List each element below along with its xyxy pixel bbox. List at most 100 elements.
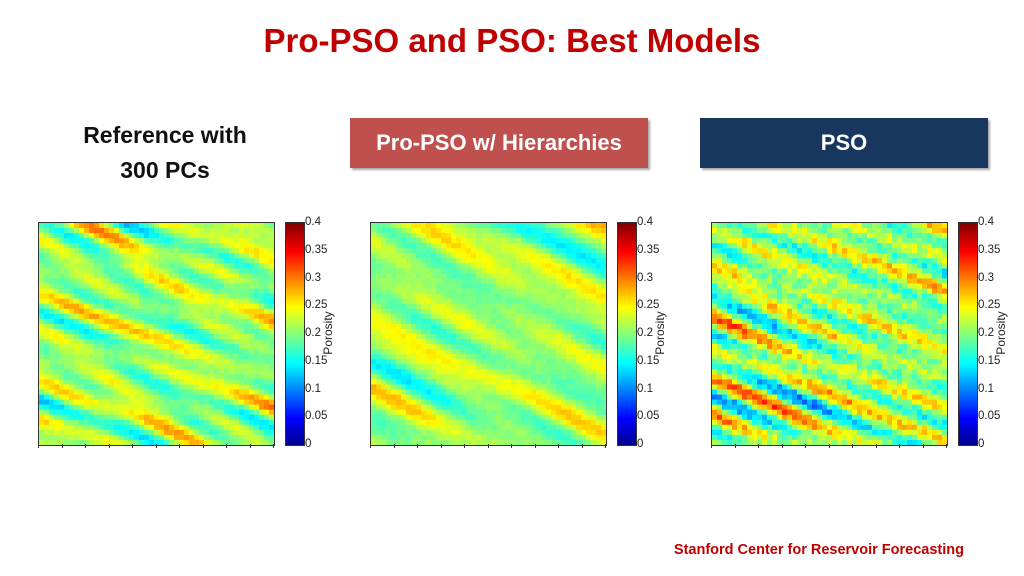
heatmap-cell [49, 344, 55, 350]
heatmap-cell [521, 344, 527, 350]
heatmap-cell [134, 268, 140, 275]
heatmap-cell [556, 424, 562, 431]
heatmap-cell [214, 243, 220, 249]
heatmap-cell [401, 434, 407, 441]
heatmap-cell [209, 404, 215, 411]
heatmap-cell [259, 384, 265, 391]
heatmap-cell [89, 253, 95, 259]
heatmap-cell [39, 238, 45, 244]
heatmap-cell [376, 323, 382, 330]
heatmap-cell [501, 419, 507, 426]
heatmap-cell [119, 268, 125, 275]
heatmap-cell [159, 404, 165, 411]
heatmap-cell [139, 334, 145, 340]
heatmap-cell [897, 283, 903, 290]
heatmap-cell [566, 278, 572, 285]
heatmap-cell [566, 334, 572, 340]
heatmap-cell [506, 354, 512, 360]
heatmap-cell [179, 313, 185, 320]
heatmap-cell [897, 293, 903, 300]
heatmap-cell [862, 253, 868, 259]
heatmap-cell [586, 409, 592, 416]
heatmap-cell [451, 439, 457, 445]
heatmap-cell [259, 379, 265, 386]
heatmap-cell [134, 233, 140, 239]
heatmap-cell [441, 223, 447, 229]
heatmap-cell [244, 288, 250, 295]
heatmap-cell [466, 233, 472, 239]
heatmap-cell [391, 399, 397, 406]
heatmap-cell [566, 273, 572, 280]
heatmap-cell [89, 414, 95, 421]
heatmap-cell [54, 273, 60, 280]
heatmap-cell [59, 379, 65, 386]
heatmap-cell [406, 273, 412, 280]
heatmap-cell [269, 318, 274, 325]
heatmap-cell [64, 288, 70, 295]
heatmap-cell [872, 263, 878, 270]
heatmap-cell [446, 243, 452, 249]
heatmap-cell [576, 278, 582, 285]
heatmap-cell [516, 243, 522, 249]
heatmap-cell [269, 258, 274, 264]
heatmap-cell [742, 278, 748, 285]
heatmap-cell [229, 253, 235, 259]
heatmap-cell [109, 263, 115, 270]
heatmap-cell [496, 303, 502, 310]
heatmap-cell [169, 409, 175, 416]
heatmap-cell [184, 334, 190, 340]
heatmap-cell [777, 293, 783, 300]
heatmap-cell [451, 258, 457, 264]
heatmap-cell [229, 399, 235, 406]
heatmap-cell [556, 419, 562, 426]
heatmap-cell [244, 424, 250, 431]
heatmap-cell [451, 354, 457, 360]
heatmap-cell [451, 328, 457, 335]
heatmap-cell [74, 344, 80, 350]
heatmap-cell [194, 278, 200, 285]
heatmap-cell [59, 394, 65, 401]
heatmap-cell [154, 298, 160, 305]
heatmap-cell [546, 243, 552, 249]
heatmap-cell [371, 258, 377, 264]
heatmap-cell [59, 359, 65, 365]
heatmap-cell [39, 263, 45, 270]
heatmap-cell [154, 288, 160, 295]
heatmap-cell [546, 253, 552, 259]
x-tick [464, 444, 465, 448]
heatmap-cell [757, 223, 763, 229]
heatmap-cell [184, 318, 190, 325]
heatmap-cell [396, 273, 402, 280]
heatmap-cell [471, 228, 477, 234]
heatmap-cell [129, 419, 135, 426]
heatmap-cell [506, 243, 512, 249]
heatmap-cell [596, 439, 602, 445]
heatmap-cell [204, 238, 210, 244]
heatmap-cell [501, 414, 507, 421]
heatmap-cell [269, 389, 274, 396]
heatmap-cell [396, 389, 402, 396]
heatmap-cell [576, 394, 582, 401]
heatmap-cell [109, 429, 115, 436]
heatmap-cell [129, 399, 135, 406]
heatmap-cell [149, 268, 155, 275]
heatmap-cell [807, 238, 813, 244]
heatmap-cell [536, 223, 542, 229]
heatmap-cell [194, 308, 200, 315]
heatmap-cell [852, 248, 858, 254]
heatmap-cell [942, 278, 947, 285]
heatmap-cell [802, 258, 808, 264]
heatmap-cell [254, 223, 260, 229]
heatmap-cell [561, 278, 567, 285]
heatmap-cell [124, 389, 130, 396]
heatmap-cell [209, 349, 215, 355]
heatmap-cell [441, 248, 447, 254]
heatmap-cell [94, 283, 100, 290]
heatmap-cell [727, 228, 733, 234]
heatmap-cell [521, 374, 527, 381]
heatmap-cell [421, 439, 427, 445]
heatmap-cell [792, 288, 798, 295]
heatmap-cell [249, 258, 255, 264]
heatmap-cell [842, 303, 848, 310]
heatmap-cell [149, 328, 155, 335]
